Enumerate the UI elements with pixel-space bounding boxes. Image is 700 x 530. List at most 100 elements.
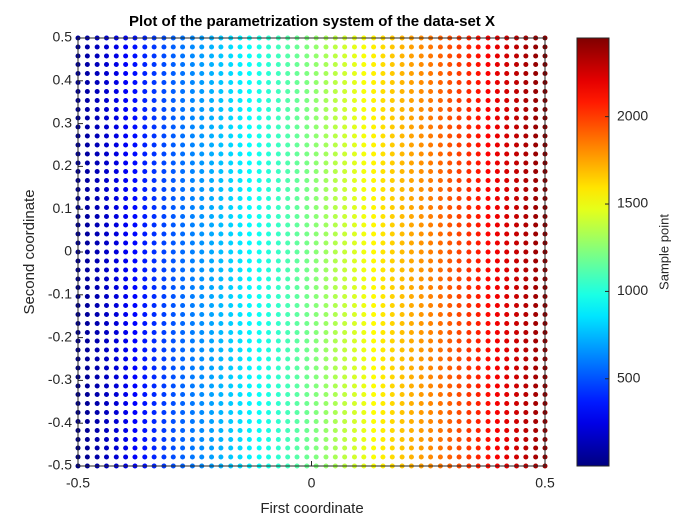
point: [304, 115, 310, 121]
point: [313, 249, 319, 255]
point: [342, 401, 348, 407]
point: [84, 249, 90, 255]
point: [351, 267, 357, 273]
point: [304, 213, 310, 219]
point: [199, 71, 205, 77]
point: [199, 401, 205, 407]
point: [151, 427, 157, 433]
point: [228, 285, 234, 291]
point: [246, 374, 252, 380]
point: [103, 347, 109, 353]
point: [170, 454, 176, 460]
point: [189, 285, 195, 291]
point: [266, 338, 272, 344]
point: [199, 249, 205, 255]
point: [151, 392, 157, 398]
point: [275, 231, 281, 237]
point: [447, 365, 453, 371]
point: [523, 231, 529, 237]
point: [323, 80, 329, 86]
point: [408, 169, 414, 175]
point: [418, 187, 424, 193]
point: [218, 231, 224, 237]
point: [342, 356, 348, 362]
point: [94, 347, 100, 353]
point: [418, 222, 424, 228]
point: [113, 436, 119, 442]
point: [351, 347, 357, 353]
point: [428, 311, 434, 317]
point: [389, 445, 395, 451]
point: [142, 115, 148, 121]
point: [361, 187, 367, 193]
point: [294, 53, 300, 59]
point: [132, 115, 138, 121]
point: [523, 356, 529, 362]
point: [218, 445, 224, 451]
point: [408, 62, 414, 68]
point: [113, 196, 119, 201]
point: [304, 356, 310, 362]
point: [437, 151, 443, 157]
point: [180, 89, 186, 94]
point: [399, 151, 405, 157]
point: [275, 80, 281, 86]
point: [84, 187, 90, 193]
point: [161, 97, 167, 103]
point: [475, 222, 481, 228]
y-tick-label: 0.2: [53, 157, 73, 173]
point: [294, 338, 300, 344]
point: [371, 258, 377, 264]
point: [504, 454, 510, 460]
point: [256, 160, 262, 166]
point: [437, 196, 443, 201]
point: [246, 258, 252, 264]
point: [466, 249, 472, 255]
point: [533, 80, 539, 86]
point: [123, 97, 129, 103]
point: [113, 392, 119, 398]
point: [285, 187, 291, 193]
point: [447, 142, 453, 148]
point: [94, 383, 100, 389]
point: [151, 44, 157, 50]
point: [189, 151, 195, 157]
point: [351, 329, 357, 335]
point: [456, 267, 462, 273]
point: [170, 44, 176, 50]
point: [218, 356, 224, 362]
point: [142, 97, 148, 103]
point: [371, 97, 377, 103]
point: [437, 160, 443, 166]
point: [151, 454, 157, 460]
point: [514, 160, 520, 166]
point: [266, 347, 272, 353]
point: [132, 89, 138, 94]
point: [228, 222, 234, 228]
point: [84, 410, 90, 415]
point: [123, 454, 129, 460]
point: [84, 267, 90, 273]
point: [275, 106, 281, 112]
point: [533, 285, 539, 291]
point: [428, 178, 434, 184]
point: [408, 204, 414, 210]
point: [313, 356, 319, 362]
point: [313, 160, 319, 166]
point: [103, 204, 109, 210]
point: [332, 53, 338, 59]
point: [170, 418, 176, 424]
point: [180, 285, 186, 291]
point: [142, 276, 148, 282]
point: [389, 356, 395, 362]
colorbar: [576, 37, 610, 467]
point: [151, 213, 157, 219]
point: [437, 249, 443, 255]
point: [161, 320, 167, 326]
point: [361, 418, 367, 424]
point: [218, 160, 224, 166]
point: [304, 204, 310, 210]
point: [342, 374, 348, 380]
point: [332, 178, 338, 184]
point: [418, 124, 424, 130]
